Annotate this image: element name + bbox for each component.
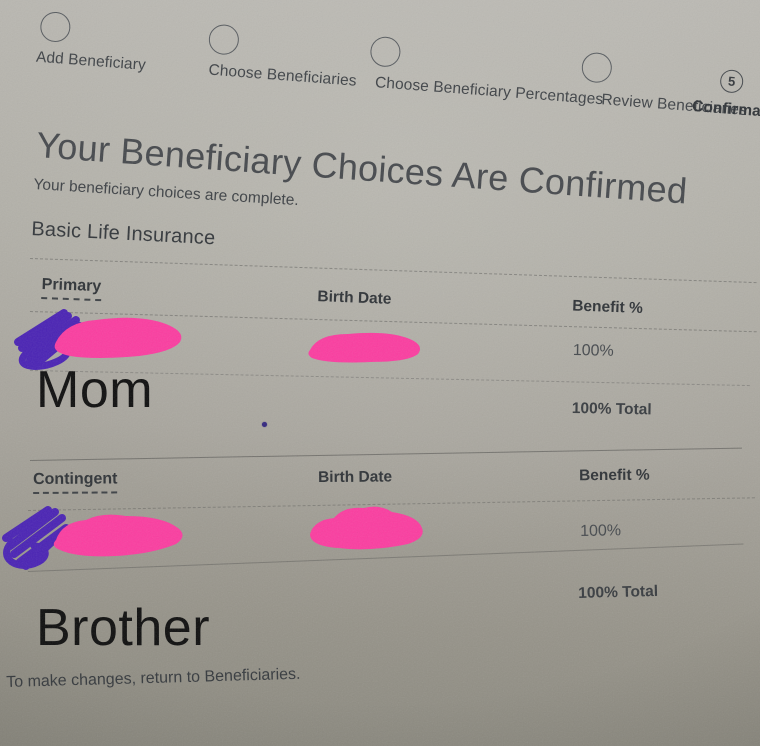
footer-note: To make changes, return to Beneficiaries… (6, 665, 301, 691)
step-circle-choose-beneficiaries[interactable] (207, 23, 240, 56)
step-circle-add-beneficiary[interactable] (39, 10, 72, 44)
pink-redaction-birthdate-primary (308, 332, 420, 363)
contingent-table-header: Contingent Birth Date Benefit % (33, 466, 733, 494)
primary-benefit-total: 100% Total (571, 400, 652, 419)
annotation-brother: Brother (36, 599, 211, 657)
table-rule (29, 258, 757, 284)
contingent-benefit-value: 100% (580, 522, 622, 540)
plan-name: Basic Life Insurance (30, 218, 216, 250)
pink-redaction-name-primary (54, 317, 182, 358)
primary-benefit-value: 100% (572, 342, 614, 360)
pink-redaction-name-contingent (53, 514, 183, 557)
primary-table-header: Primary Birth Date Benefit % (41, 276, 742, 317)
contingent-benefit-total: 100% Total (578, 582, 659, 602)
step-circle-choose-percentages[interactable] (369, 35, 402, 68)
primary-birth-date-header: Birth Date (317, 288, 392, 308)
contingent-label: Contingent (33, 470, 118, 494)
step-label-choose-beneficiaries: Choose Beneficiaries (207, 61, 358, 90)
pink-redaction-birthdate-contingent (310, 506, 423, 550)
section-divider-rule (30, 447, 742, 461)
primary-benefit-header: Benefit % (571, 297, 644, 318)
step-circle-review-beneficiaries[interactable] (580, 51, 613, 84)
stray-ink-dot (262, 422, 267, 427)
step-label-confirmation: Confirmation (691, 97, 760, 123)
step-label-add-beneficiary: Add Beneficiary (35, 48, 147, 74)
contingent-birth-date-header: Birth Date (317, 468, 393, 487)
primary-label: Primary (41, 276, 102, 302)
annotation-mom: Mom (36, 361, 154, 419)
wizard-stepper: 5 Add Beneficiary Choose Beneficiaries C… (24, 4, 760, 146)
step-circle-confirmation-current[interactable]: 5 (719, 68, 745, 94)
contingent-benefit-header: Benefit % (578, 466, 650, 485)
step-label-choose-percentages: Choose Beneficiary Percentages (374, 74, 604, 109)
